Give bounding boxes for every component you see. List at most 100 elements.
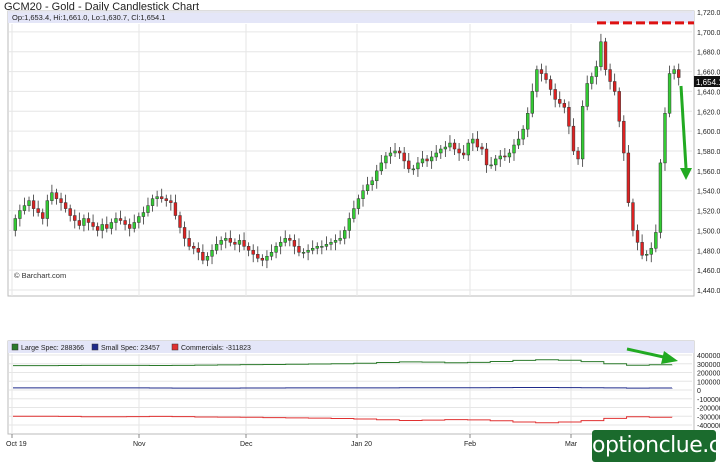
candle	[599, 33, 603, 71]
candle-body-up	[214, 244, 219, 251]
cot-up-arrow	[626, 347, 678, 364]
candle-body-down	[86, 218, 91, 223]
candle	[256, 246, 260, 263]
candle-body-up	[301, 252, 306, 254]
candle-body-up	[416, 162, 420, 170]
candle	[539, 63, 544, 82]
candle-body-down	[178, 215, 182, 228]
candle	[233, 238, 237, 251]
candle	[503, 148, 507, 161]
candle-body-down	[548, 79, 553, 90]
candle	[210, 244, 214, 265]
candle-body-down	[631, 202, 635, 231]
candle	[41, 208, 45, 225]
cot-tick-label: -400000	[697, 423, 720, 430]
candle-body-up	[269, 252, 274, 257]
candle-body-up	[434, 152, 438, 158]
candle	[50, 184, 54, 205]
candle-body-up	[590, 76, 594, 84]
candle-body-up	[333, 240, 338, 243]
candle	[155, 190, 159, 207]
candle	[375, 164, 379, 189]
candle-body-up	[283, 238, 287, 243]
candle-body-down	[571, 125, 576, 152]
candle-body-up	[150, 198, 155, 206]
candle	[631, 198, 635, 237]
candle-body-down	[173, 202, 178, 216]
x-tick-label: Mar	[565, 441, 578, 448]
candle	[562, 99, 566, 114]
candle-body-up	[439, 148, 443, 154]
candle	[141, 206, 146, 225]
candle-body-up	[599, 41, 603, 67]
candle-body-up	[411, 168, 416, 171]
candle	[425, 154, 429, 167]
candle-body-down	[622, 120, 626, 154]
cot-legend-bar	[8, 341, 694, 353]
candle	[123, 216, 127, 231]
candle-body-down	[617, 91, 621, 122]
candle	[407, 152, 411, 173]
candle-body-down	[201, 252, 205, 261]
candle-body-up	[516, 138, 521, 146]
candle	[214, 236, 219, 255]
candle-body-down	[640, 242, 644, 256]
x-tick-label: Oct 19	[6, 441, 27, 448]
candle-body-up	[278, 242, 283, 247]
candle-body-up	[22, 205, 27, 211]
candle-body-up	[507, 152, 512, 158]
candle-body-up	[329, 242, 333, 245]
candle	[608, 63, 612, 90]
candle-body-down	[626, 152, 631, 203]
candle-body-up	[365, 184, 370, 191]
candle	[352, 200, 356, 223]
candle	[356, 194, 361, 215]
candle	[13, 214, 17, 237]
cot-legend: Large Spec: 288366 Small Spec: 23457 Comme…	[11, 343, 251, 352]
candle-body-down	[484, 148, 489, 166]
candle-body-down	[260, 257, 265, 261]
price-tick-label: 1,620.0	[697, 109, 720, 116]
cot-series-line	[13, 387, 673, 389]
candle	[315, 242, 319, 255]
candle	[288, 234, 292, 247]
candle-body-up	[489, 164, 493, 167]
candle-body-up	[224, 238, 228, 241]
candle-body-up	[649, 248, 653, 255]
candle-body-up	[654, 232, 658, 249]
candle-body-up	[13, 218, 17, 231]
candle	[18, 204, 22, 227]
cot-tick-label: 0	[697, 388, 701, 395]
candle-body-up	[370, 180, 374, 186]
candle	[640, 234, 644, 260]
candle-body-up	[155, 196, 159, 199]
candle-body-up	[18, 210, 22, 219]
candle-body-down	[480, 146, 484, 150]
candle	[109, 218, 114, 235]
legend-label: Small Spec: 23457	[101, 345, 160, 352]
candle-body-up	[274, 246, 278, 253]
candle	[31, 194, 36, 217]
candle	[580, 100, 585, 167]
candle-body-up	[100, 224, 104, 231]
candle-body-down	[91, 222, 95, 227]
candle-body-down	[567, 107, 571, 127]
candle	[521, 125, 525, 146]
candle-body-up	[471, 138, 475, 144]
candle-body-down	[123, 220, 127, 225]
candle-body-down	[292, 240, 297, 247]
candle	[329, 238, 333, 251]
candle	[333, 234, 338, 251]
candle	[498, 150, 502, 167]
candle-body-up	[320, 246, 324, 248]
cot-tick-label: 300000	[697, 362, 720, 369]
candle	[36, 200, 40, 217]
candle	[452, 139, 457, 155]
candle-body-up	[667, 73, 672, 114]
price-tick-label: 1,540.0	[697, 189, 720, 196]
candle-body-down	[452, 142, 457, 150]
candle	[224, 232, 228, 249]
price-panel	[7, 10, 695, 297]
candle	[251, 244, 255, 263]
candle	[95, 222, 100, 237]
